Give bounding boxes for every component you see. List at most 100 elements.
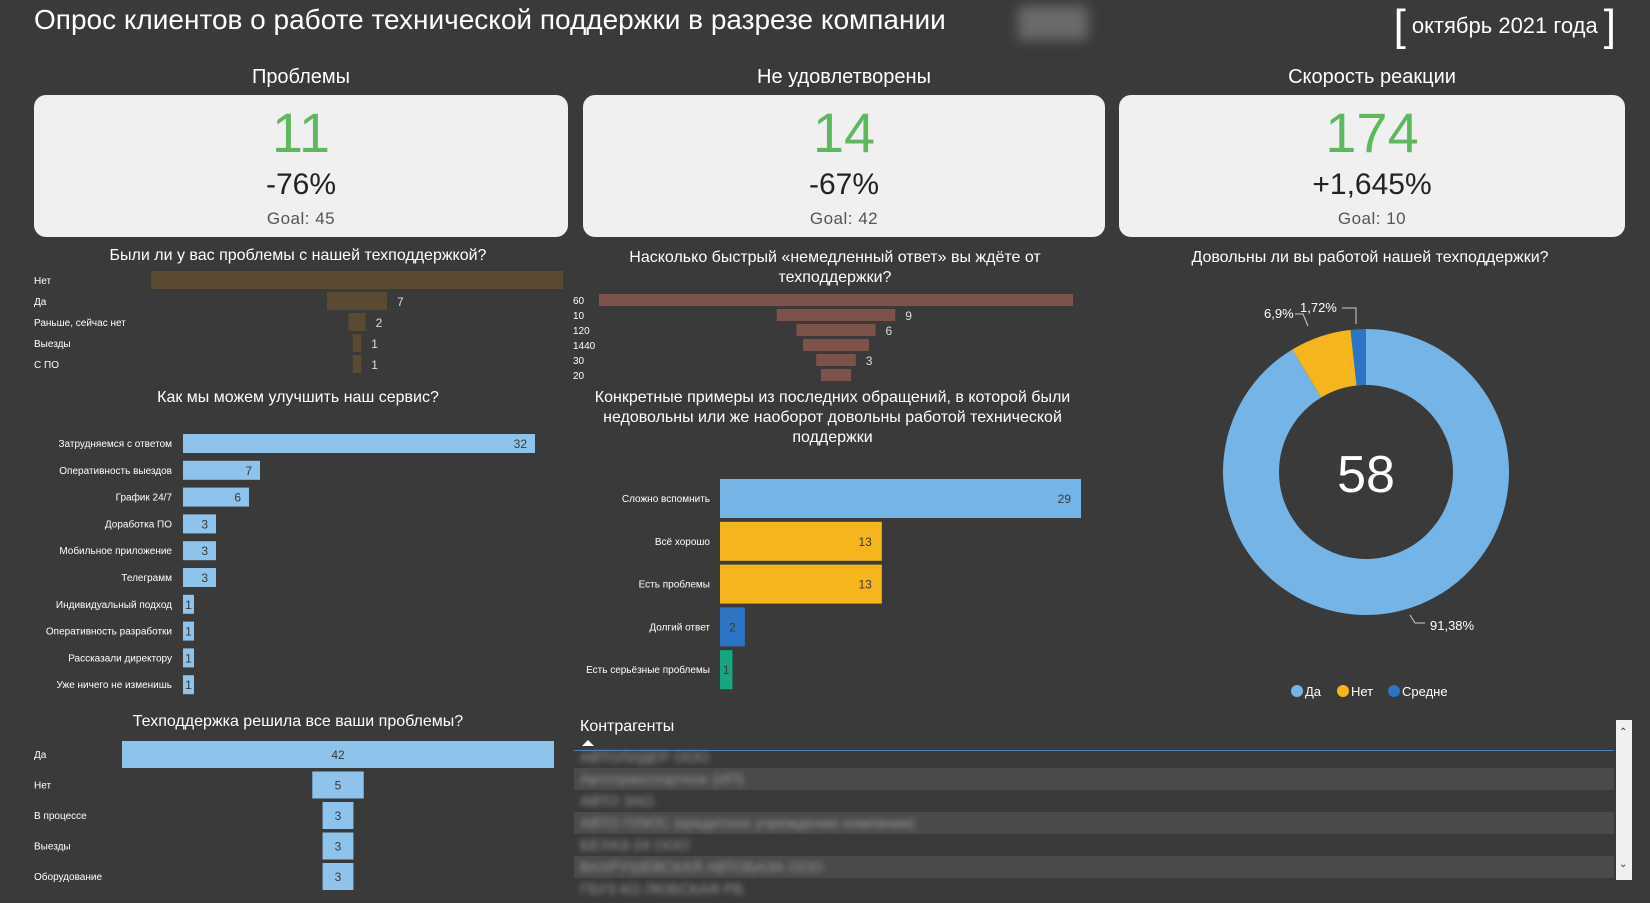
pie-slice[interactable] bbox=[1350, 329, 1366, 386]
bar[interactable] bbox=[599, 294, 1073, 306]
bar[interactable] bbox=[720, 650, 733, 690]
table-scrollbar[interactable]: ⌃ ⌄ bbox=[1616, 720, 1632, 880]
data-label: 9 bbox=[905, 309, 912, 323]
bar[interactable] bbox=[183, 434, 535, 453]
table-header-divider bbox=[574, 750, 1614, 751]
bar[interactable] bbox=[183, 621, 194, 641]
table-title: Контрагенты bbox=[580, 718, 675, 735]
bar[interactable] bbox=[720, 479, 1081, 518]
bar[interactable] bbox=[183, 460, 260, 480]
category-label: Оперативность разработки bbox=[46, 626, 172, 638]
legend-swatch bbox=[1388, 685, 1400, 697]
category-label: 1440 bbox=[573, 341, 596, 352]
bar[interactable] bbox=[348, 313, 366, 331]
category-label: Затрудняемся с ответом bbox=[58, 439, 172, 450]
bar[interactable] bbox=[803, 339, 869, 351]
kpi-goal: Goal: 10 bbox=[1337, 209, 1407, 228]
bar[interactable] bbox=[796, 324, 876, 336]
bar[interactable] bbox=[312, 771, 364, 799]
table-row[interactable]: Автотранспортное (ИП) bbox=[574, 768, 1614, 790]
bar[interactable] bbox=[183, 541, 216, 561]
bracket-open: [ bbox=[1393, 1, 1406, 50]
table-row[interactable]: ВАХРУШЕВСКАЯ АВТОБАЗА ООО bbox=[574, 856, 1614, 878]
legend-swatch bbox=[1337, 685, 1349, 697]
bar[interactable] bbox=[322, 832, 354, 860]
bar[interactable] bbox=[352, 334, 362, 352]
category-label: Телеграмм bbox=[121, 573, 172, 584]
category-label: График 24/7 bbox=[116, 492, 173, 504]
scroll-up-icon[interactable]: ⌃ bbox=[1619, 727, 1628, 738]
counterparty-name: АВТО ПЛЮС (кредитное учреждение компании… bbox=[580, 815, 916, 832]
data-label: 1 bbox=[723, 663, 730, 677]
bar[interactable] bbox=[326, 292, 388, 310]
kpi-change: -76% bbox=[265, 168, 337, 201]
category-label: С ПО bbox=[34, 360, 59, 371]
data-label: 6 bbox=[886, 324, 893, 338]
table-row[interactable]: БЕЛАЗ-24 ООО bbox=[574, 834, 1614, 856]
bar[interactable] bbox=[720, 564, 882, 604]
bar[interactable] bbox=[821, 369, 851, 381]
data-label: 1 bbox=[371, 358, 378, 372]
scroll-down-icon[interactable]: ⌄ bbox=[1619, 859, 1628, 870]
redacted-company-name bbox=[1018, 6, 1088, 40]
table-row[interactable]: ГБУЗ КО ЛЮБСКАЯ РБ bbox=[574, 878, 1614, 900]
data-label: 1 bbox=[371, 337, 378, 351]
kpi-goal: Goal: 42 bbox=[809, 209, 879, 228]
sort-asc-icon[interactable] bbox=[582, 740, 594, 746]
data-label: 29 bbox=[1058, 492, 1072, 506]
bar[interactable] bbox=[183, 568, 216, 587]
bar[interactable] bbox=[183, 675, 194, 695]
bar[interactable] bbox=[720, 521, 882, 561]
bar[interactable] bbox=[322, 863, 354, 890]
bar[interactable] bbox=[776, 309, 896, 321]
pie-slice[interactable] bbox=[1223, 329, 1509, 615]
data-label: 3 bbox=[335, 809, 342, 823]
donut-center-value: 58 bbox=[1337, 446, 1395, 504]
kpi-card-unsatisfied[interactable]: 14 -67% Goal: 42 bbox=[583, 95, 1105, 237]
category-label: Индивидуальный подход bbox=[56, 600, 172, 611]
chart-resolved-bars: Да 42 Нет 5 В процессе 3 Выезды 3 Оборудование 3 bbox=[0, 738, 570, 898]
bar[interactable] bbox=[183, 514, 216, 534]
category-label: Раньше, сейчас нет bbox=[34, 318, 126, 329]
chart-examples-bars: Сложно вспомнить 29 Всё хорошо 13 Есть пробл… bbox=[570, 475, 1100, 695]
bar[interactable] bbox=[183, 594, 194, 614]
chart-title-q2: Насколько быстрый «немедленный ответ» вы… bbox=[629, 249, 1041, 286]
kpi-card-reaction-speed[interactable]: 174 +1,645% Goal: 10 bbox=[1119, 95, 1625, 237]
bar[interactable] bbox=[720, 607, 745, 647]
bar[interactable] bbox=[122, 741, 554, 768]
bar[interactable] bbox=[183, 487, 249, 507]
kpi-heading-problems: Проблемы bbox=[251, 66, 351, 88]
category-label: Всё хорошо bbox=[655, 537, 711, 548]
category-label: Да bbox=[34, 297, 47, 308]
table-row[interactable]: АВТОЛИДЕР ООО bbox=[574, 746, 1614, 768]
chart-title-q6: Техподдержка решила все ваши проблемы? bbox=[132, 713, 464, 730]
bar[interactable] bbox=[183, 648, 194, 668]
category-label: Долгий ответ bbox=[649, 622, 710, 633]
kpi-card-problems[interactable]: 11 -76% Goal: 45 bbox=[34, 95, 568, 237]
bar[interactable] bbox=[816, 354, 856, 366]
data-label: 3 bbox=[335, 870, 342, 884]
bar[interactable] bbox=[151, 271, 563, 289]
counterparties-table[interactable]: АВТОЛИДЕР ООО Автотранспортное (ИП) АВТО З… bbox=[574, 746, 1614, 900]
category-label: Доработка ПО bbox=[105, 518, 172, 530]
data-label: 13 bbox=[858, 578, 872, 592]
table-row[interactable]: АВТО ЗАО bbox=[574, 790, 1614, 812]
counterparty-name: АВТО ЗАО bbox=[580, 793, 654, 810]
kpi-goal: Goal: 45 bbox=[266, 209, 336, 228]
kpi-change: +1,645% bbox=[1312, 168, 1432, 201]
category-label: В процессе bbox=[34, 811, 87, 822]
counterparty-name: БЕЛАЗ-24 ООО bbox=[580, 837, 690, 854]
data-label: 2 bbox=[376, 316, 383, 330]
category-label: Нет bbox=[34, 781, 51, 792]
table-row[interactable]: АВТО ПЛЮС (кредитное учреждение компании… bbox=[574, 812, 1614, 834]
chart-resolved-bars-svg: Да 42 Нет 5 В процессе 3 Выезды 3 Оборудование 3 bbox=[34, 741, 554, 890]
bar[interactable] bbox=[352, 355, 362, 373]
category-label: Оборудование bbox=[34, 871, 102, 883]
chart-title-q1: Были ли у вас проблемы с нашей техподдер… bbox=[109, 247, 487, 264]
chart-response-time-funnel-svg: 60 10 9 120 6 1440 30 3 20 bbox=[573, 294, 1073, 382]
bar[interactable] bbox=[322, 802, 354, 829]
pie-slice[interactable] bbox=[1292, 329, 1357, 398]
category-label: Выезды bbox=[34, 339, 71, 350]
data-label: 1 bbox=[185, 651, 192, 665]
chart-problems-funnel-svg: Нет Да 7 Раньше, сейчас нет 2 Выезды 1 С ПО 1 bbox=[34, 271, 563, 373]
